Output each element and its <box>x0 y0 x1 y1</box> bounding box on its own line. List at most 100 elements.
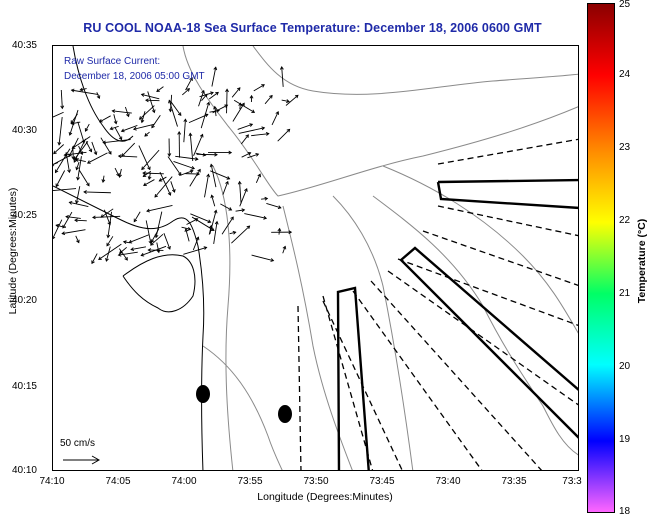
y-tick: 40:10 <box>11 465 37 476</box>
current-vector <box>119 168 122 178</box>
current-vector-head <box>86 182 90 187</box>
current-vector <box>118 251 138 256</box>
current-vector <box>210 164 217 188</box>
current-vector-head <box>132 126 137 131</box>
current-vector-head <box>151 109 156 114</box>
current-vector <box>133 211 141 222</box>
current-vector <box>231 225 250 244</box>
current-vector <box>103 209 111 225</box>
current-vector-head <box>249 94 254 99</box>
current-vector <box>100 208 114 218</box>
current-vector <box>119 246 128 254</box>
current-vector <box>200 102 210 129</box>
current-vector <box>156 242 160 253</box>
current-vector-head <box>184 228 189 232</box>
current-vector <box>147 91 155 113</box>
current-vector <box>62 211 73 229</box>
current-vector-head <box>108 151 112 155</box>
current-vector <box>192 237 199 251</box>
current-vector-head <box>147 166 151 171</box>
current-vector <box>183 246 207 255</box>
x-axis-title: Longitude (Degrees:Minutes) <box>257 491 393 503</box>
current-vector <box>114 167 120 177</box>
y-tick: 40:25 <box>11 210 37 221</box>
current-vector <box>232 102 245 122</box>
current-vector <box>60 89 63 109</box>
current-vector-head <box>275 111 279 115</box>
current-vector-head <box>196 172 201 176</box>
current-vector <box>77 156 82 180</box>
current-vector <box>211 195 216 207</box>
current-vector <box>69 201 89 207</box>
current-vector <box>251 133 269 137</box>
current-vector <box>240 134 249 145</box>
current-vector <box>277 128 290 142</box>
current-vector <box>102 175 105 183</box>
current-vector <box>53 144 64 154</box>
current-vector-head <box>261 126 266 131</box>
current-vector-head <box>197 168 201 173</box>
x-tick: 73:45 <box>369 476 395 487</box>
surface-current-vectors <box>53 66 299 265</box>
current-vector <box>103 139 131 144</box>
current-vector <box>229 231 236 235</box>
current-vector <box>78 169 90 186</box>
x-tick: 74:05 <box>105 476 131 487</box>
current-vector-head <box>147 176 152 181</box>
current-vector <box>185 77 193 91</box>
y-tick: 40:20 <box>11 295 37 306</box>
current-vector-head <box>107 221 112 226</box>
current-vector-head <box>230 216 234 221</box>
current-vector-head <box>100 214 105 218</box>
current-vector-head <box>106 242 110 247</box>
current-vector-head <box>228 207 233 211</box>
current-vector <box>209 210 217 234</box>
current-vector <box>58 117 63 145</box>
current-vector-head <box>147 248 152 252</box>
current-vector <box>145 220 152 244</box>
current-vector-head <box>194 157 199 161</box>
current-vector <box>266 203 281 209</box>
map-canvas <box>53 46 578 470</box>
current-vector <box>74 219 87 222</box>
current-vector-head <box>109 126 114 131</box>
current-vector <box>53 162 59 166</box>
current-vector-head <box>119 250 123 254</box>
current-vector <box>143 170 152 177</box>
x-tick: 73:40 <box>435 476 461 487</box>
current-vector <box>198 90 205 107</box>
current-vector-head <box>214 152 218 157</box>
current-vector-head <box>203 246 208 250</box>
current-vector-head <box>225 180 229 185</box>
current-vector <box>169 94 173 112</box>
current-vector <box>167 156 182 176</box>
current-vector-head <box>213 105 217 110</box>
current-vector <box>220 203 232 211</box>
current-vector <box>133 123 155 130</box>
current-vector <box>141 111 146 123</box>
x-tick: 74:00 <box>171 476 197 487</box>
current-vector-head <box>68 153 72 158</box>
current-vector-head <box>257 173 261 178</box>
current-vector <box>159 171 171 196</box>
y-axis-title: Latitude (Degrees:Minutes) <box>7 187 19 315</box>
current-vector <box>139 105 155 120</box>
current-vector-head <box>138 116 143 120</box>
current-vector-head <box>201 89 205 94</box>
current-vector-head <box>188 132 193 137</box>
current-vector <box>226 89 228 114</box>
current-vector <box>141 149 160 170</box>
current-vector <box>143 172 164 175</box>
current-vector <box>131 246 147 250</box>
current-vector-head <box>63 152 68 157</box>
current-vector-head <box>168 99 172 104</box>
current-vector-head <box>124 256 128 261</box>
x-tick: 73:35 <box>501 476 527 487</box>
current-vector <box>112 110 132 114</box>
current-vector-head <box>128 239 133 244</box>
current-vector <box>253 84 265 92</box>
current-vector <box>143 179 155 186</box>
current-vector-head <box>118 136 123 141</box>
map-area[interactable] <box>52 45 579 471</box>
current-vector-head <box>251 109 256 113</box>
